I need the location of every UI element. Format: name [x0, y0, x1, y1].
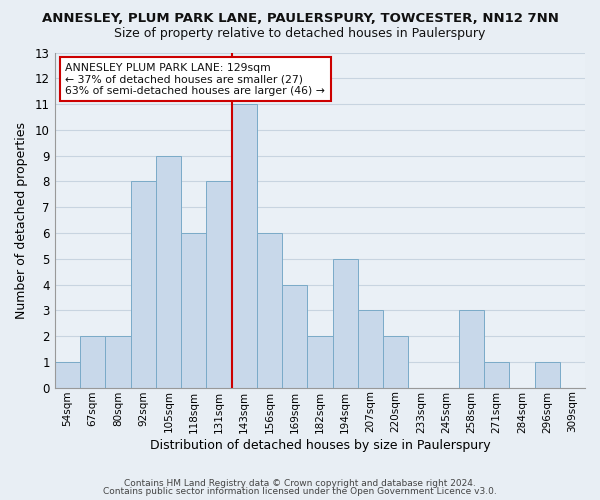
- Bar: [55, 362, 80, 388]
- Bar: [106, 336, 131, 388]
- Bar: [535, 362, 560, 388]
- Bar: [232, 104, 257, 388]
- Text: ANNESLEY PLUM PARK LANE: 129sqm
← 37% of detached houses are smaller (27)
63% of: ANNESLEY PLUM PARK LANE: 129sqm ← 37% of…: [65, 62, 325, 96]
- Y-axis label: Number of detached properties: Number of detached properties: [15, 122, 28, 318]
- Bar: [484, 362, 509, 388]
- Bar: [307, 336, 332, 388]
- Text: Size of property relative to detached houses in Paulerspury: Size of property relative to detached ho…: [115, 28, 485, 40]
- Bar: [459, 310, 484, 388]
- Text: ANNESLEY, PLUM PARK LANE, PAULERSPURY, TOWCESTER, NN12 7NN: ANNESLEY, PLUM PARK LANE, PAULERSPURY, T…: [41, 12, 559, 26]
- Bar: [383, 336, 408, 388]
- Bar: [131, 182, 156, 388]
- Bar: [80, 336, 106, 388]
- Text: Contains public sector information licensed under the Open Government Licence v3: Contains public sector information licen…: [103, 487, 497, 496]
- Bar: [332, 258, 358, 388]
- Bar: [206, 182, 232, 388]
- Bar: [156, 156, 181, 388]
- Text: Contains HM Land Registry data © Crown copyright and database right 2024.: Contains HM Land Registry data © Crown c…: [124, 478, 476, 488]
- Bar: [282, 284, 307, 388]
- Bar: [358, 310, 383, 388]
- Bar: [257, 233, 282, 388]
- Bar: [181, 233, 206, 388]
- X-axis label: Distribution of detached houses by size in Paulerspury: Distribution of detached houses by size …: [149, 440, 490, 452]
